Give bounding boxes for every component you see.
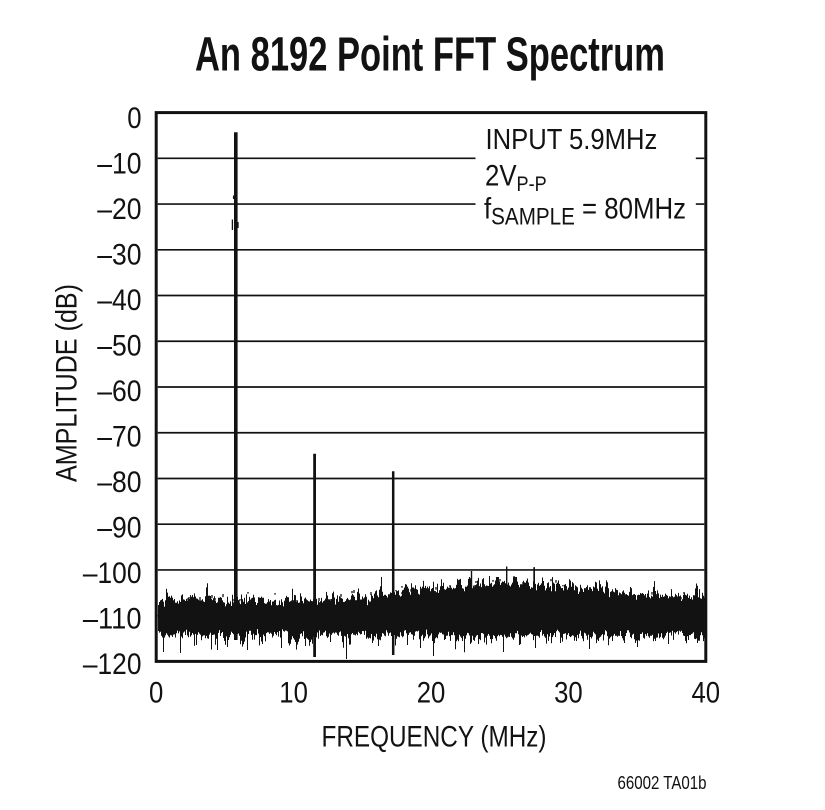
svg-text:10: 10 — [279, 677, 308, 710]
svg-text:0: 0 — [127, 102, 141, 135]
svg-text:–110: –110 — [83, 602, 142, 635]
svg-text:20: 20 — [417, 677, 446, 710]
svg-text:–120: –120 — [83, 648, 142, 681]
svg-text:–60: –60 — [97, 375, 141, 408]
svg-text:30: 30 — [554, 677, 583, 710]
svg-text:–40: –40 — [97, 284, 141, 317]
svg-text:FREQUENCY (MHz): FREQUENCY (MHz) — [322, 721, 547, 754]
svg-text:–50: –50 — [97, 330, 141, 363]
svg-text:40: 40 — [692, 677, 721, 710]
svg-text:AMPLITUDE (dB): AMPLITUDE (dB) — [51, 284, 84, 482]
svg-text:fSAMPLE = 80MHz: fSAMPLE = 80MHz — [484, 192, 686, 230]
svg-text:–90: –90 — [97, 511, 141, 544]
svg-text:INPUT 5.9MHz: INPUT 5.9MHz — [486, 123, 658, 156]
svg-text:–20: –20 — [97, 193, 141, 226]
svg-text:An 8192 Point FFT Spectrum: An 8192 Point FFT Spectrum — [195, 29, 665, 82]
svg-text:–10: –10 — [97, 148, 141, 181]
svg-text:–100: –100 — [83, 557, 142, 590]
svg-text:–70: –70 — [97, 421, 141, 454]
svg-text:0: 0 — [149, 677, 163, 710]
svg-text:–80: –80 — [97, 466, 141, 499]
svg-text:–30: –30 — [97, 239, 141, 272]
svg-text:66002 TA01b: 66002 TA01b — [618, 772, 707, 793]
